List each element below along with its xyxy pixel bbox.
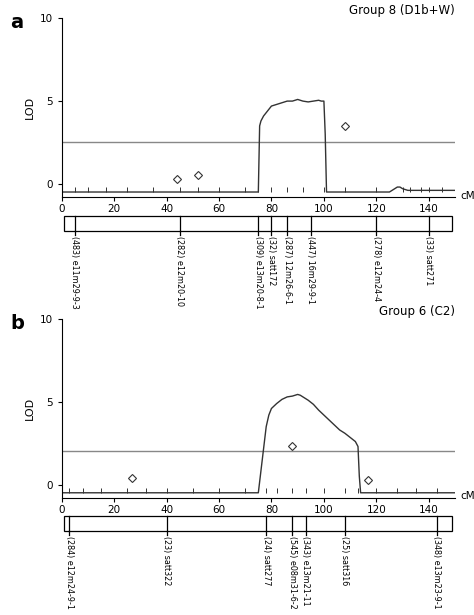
Text: (545) e08m31-6-2: (545) e08m31-6-2 [288,536,297,609]
Text: b: b [10,314,24,333]
Y-axis label: LOD: LOD [25,397,35,420]
Text: (348) e13m23-9-1: (348) e13m23-9-1 [432,536,441,609]
Text: (33) satt271: (33) satt271 [424,236,433,285]
Text: (282) e12m20-10: (282) e12m20-10 [175,236,184,306]
Y-axis label: LOD: LOD [25,96,35,119]
Text: (287) 12m26-6-1: (287) 12m26-6-1 [283,236,292,303]
Bar [64,216,452,231]
Text: (32) satt172: (32) satt172 [267,236,276,285]
Text: cM: cM [460,491,474,501]
Text: (25) satt316: (25) satt316 [340,536,349,585]
Text: (278) e12m24-4: (278) e12m24-4 [372,236,381,301]
Text: (447) 16m29-9-1: (447) 16m29-9-1 [306,236,315,303]
Text: (24) satt277: (24) satt277 [262,536,271,586]
Text: (483) e11m29-9-3: (483) e11m29-9-3 [70,236,79,308]
Text: Group 8 (D1b+W): Group 8 (D1b+W) [349,4,455,17]
Text: (309) e13m20-8-1: (309) e13m20-8-1 [254,236,263,308]
Text: (284) e12m24-9-1: (284) e12m24-9-1 [65,536,74,609]
Text: cM: cM [460,191,474,200]
Text: Group 6 (C2): Group 6 (C2) [379,305,455,318]
Text: (343) e13m21-11: (343) e13m21-11 [301,536,310,606]
Text: a: a [10,13,24,32]
Text: (23) satt322: (23) satt322 [162,536,171,585]
Bar [64,517,452,531]
